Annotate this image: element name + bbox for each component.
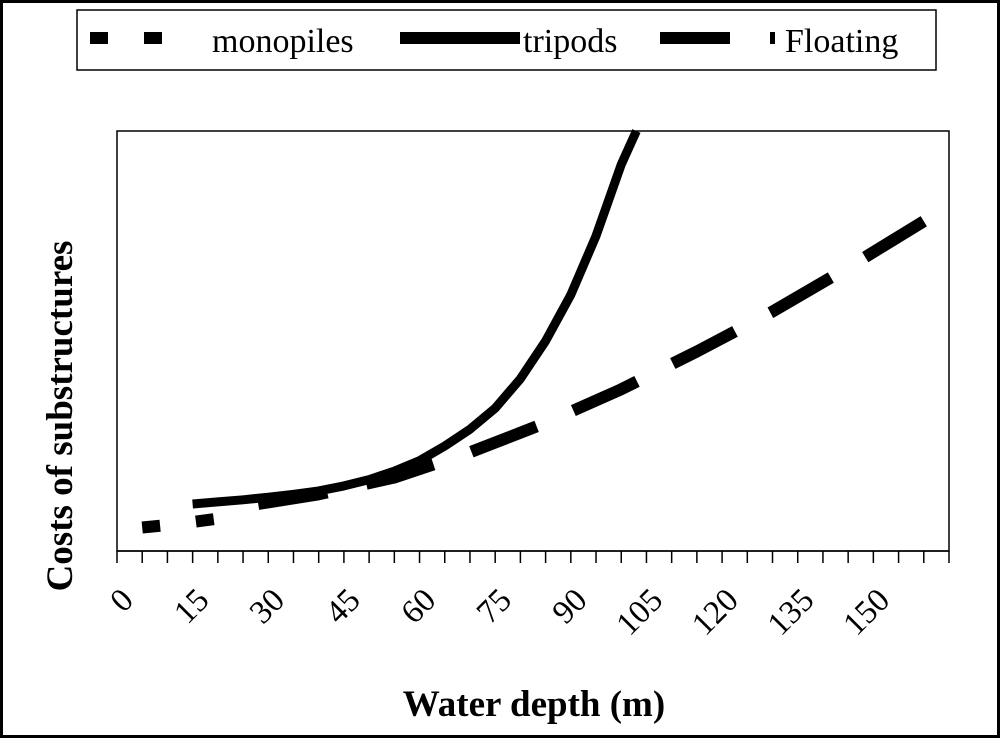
x-tick-label: 120 — [685, 582, 745, 642]
y-axis-title: Costs of substructures — [40, 241, 81, 592]
legend-label-tripods: tripods — [523, 23, 617, 60]
x-tick-label: 60 — [394, 582, 443, 631]
x-tick-label: 45 — [319, 582, 368, 631]
x-axis-title: Water depth (m) — [403, 684, 665, 725]
plot-area — [116, 130, 950, 552]
series-layer — [141, 129, 927, 534]
x-tick-label: 105 — [610, 582, 670, 642]
x-tick-label: 135 — [761, 582, 821, 642]
x-tick-label: 30 — [243, 582, 292, 631]
x-tick-label: 15 — [168, 582, 217, 631]
legend: monopiles tripods Floating — [76, 9, 937, 71]
x-ticks — [116, 551, 950, 563]
x-tick-label: 0 — [104, 582, 141, 619]
legend-label-monopiles: monopiles — [212, 23, 354, 60]
legend-label-floating: Floating — [785, 23, 898, 60]
series-line-monopiles — [141, 512, 219, 534]
x-tick-label: 75 — [470, 582, 519, 631]
series-line-floating — [257, 216, 927, 510]
x-tick-label: 150 — [837, 582, 897, 642]
legend-box — [76, 9, 937, 71]
x-tick-labels: 0 15 30 45 60 75 90 105 120 135 150 — [104, 582, 897, 642]
x-tick-label: 90 — [546, 582, 595, 631]
